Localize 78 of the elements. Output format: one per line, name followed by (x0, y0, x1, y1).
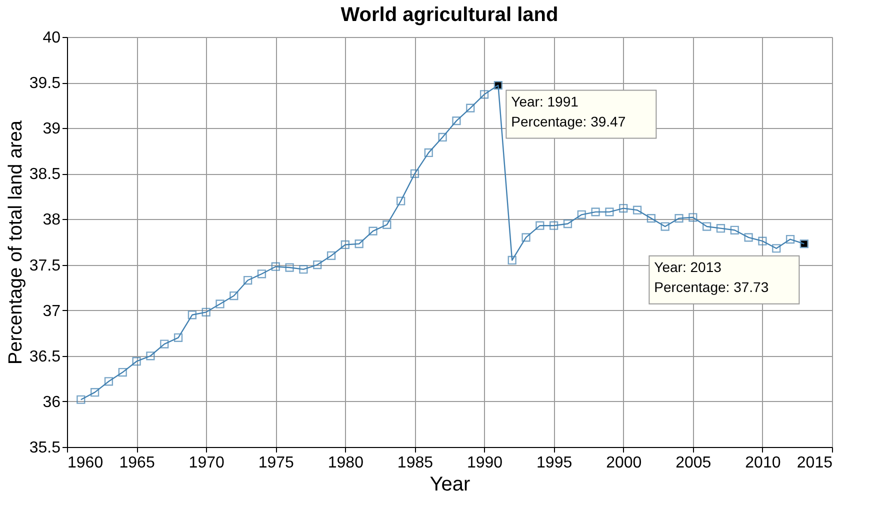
y-tick-label: 38.5 (29, 166, 61, 184)
point (563, 219, 572, 228)
point (480, 90, 489, 99)
point (452, 116, 461, 126)
x-axis-title: Year (430, 474, 471, 496)
point (216, 300, 224, 308)
point (257, 270, 266, 278)
annotation: Year: 2013 Percentage: 37.73 (654, 258, 769, 295)
point (660, 222, 670, 231)
y-tick-label: 37.5 (29, 257, 61, 274)
y-tick-label: 39.5 (29, 75, 61, 92)
point (299, 265, 308, 274)
point (508, 256, 516, 265)
x-tick-label: 1965 (119, 454, 155, 472)
point (118, 368, 127, 377)
point (688, 213, 698, 222)
x-tick-label: 1960 (68, 454, 104, 472)
point (619, 204, 628, 213)
point (202, 308, 210, 316)
point (632, 206, 642, 214)
y-tick-label: 40 (42, 30, 61, 46)
point (174, 333, 183, 342)
x-tick-label: 1970 (188, 454, 224, 472)
x-tick-label: 2005 (676, 454, 712, 472)
point (90, 388, 100, 397)
y-tick-label: 35.5 (29, 440, 61, 456)
point (104, 377, 114, 386)
point (132, 357, 141, 366)
point (536, 221, 544, 230)
point (230, 291, 238, 300)
point (382, 220, 392, 229)
y-tick-label: 36 (42, 394, 61, 411)
x-tick-label: 2000 (606, 454, 642, 472)
point (605, 208, 614, 216)
point (758, 236, 767, 246)
point (271, 262, 280, 271)
x-tick-label: 1995 (536, 454, 572, 472)
point (772, 244, 781, 253)
point (702, 222, 712, 231)
point (285, 263, 294, 272)
point (577, 210, 586, 219)
point (730, 226, 739, 234)
point (313, 260, 322, 270)
point (244, 276, 252, 285)
point (326, 251, 336, 260)
x-tick-label: 2015 (796, 454, 833, 472)
point (716, 224, 726, 233)
point (522, 233, 530, 242)
y-tick-label: 37 (42, 302, 61, 320)
chart-title: World agricultural land (340, 4, 558, 26)
point (744, 233, 753, 242)
point (438, 132, 447, 142)
point (550, 221, 558, 230)
point (410, 169, 420, 178)
point (674, 214, 684, 223)
point (76, 395, 86, 404)
point (466, 104, 475, 112)
point (160, 340, 169, 348)
point (188, 310, 196, 320)
point (424, 148, 433, 158)
x-tick-label: 2010 (745, 454, 781, 472)
x-tick-label: 1985 (397, 454, 434, 472)
x-tick-label: 1990 (466, 454, 503, 472)
y-tick-label: 36.5 (29, 348, 61, 366)
y-tick-label: 38 (42, 212, 61, 229)
point (591, 208, 600, 216)
point (368, 226, 378, 236)
y-axis-title: Percentage of total land area (5, 120, 26, 365)
annotation: Year: 1991 Percentage: 39.47 (511, 93, 626, 130)
x-tick-label: 1975 (258, 454, 294, 472)
point (396, 196, 406, 206)
point (146, 352, 155, 360)
point (786, 234, 795, 244)
point (354, 240, 364, 248)
point (340, 240, 350, 250)
x-tick-label: 1980 (328, 454, 364, 472)
point (646, 214, 656, 223)
y-tick-label: 39 (42, 120, 61, 138)
